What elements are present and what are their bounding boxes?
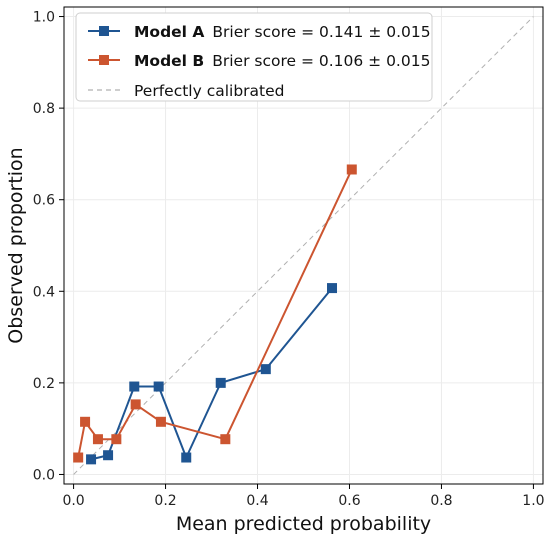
legend-box	[75, 12, 433, 102]
series-model-b	[73, 164, 357, 463]
x-tick-label: 0.0	[62, 493, 84, 509]
data-point	[260, 364, 271, 375]
x-tick-label: 0.8	[430, 493, 452, 509]
data-point	[220, 434, 231, 445]
data-point	[346, 164, 357, 175]
y-tick-label: 0.2	[33, 376, 55, 392]
legend-model-b-name: Model B	[134, 52, 204, 70]
data-point	[155, 416, 166, 427]
perfectly-calibrated-line	[73, 16, 534, 475]
data-point	[73, 452, 84, 463]
x-tick-label: 0.2	[154, 493, 176, 509]
legend-model-b-marker	[99, 55, 109, 65]
x-axis-label: Mean predicted probability	[176, 513, 431, 535]
y-tick-label: 1.0	[33, 10, 55, 26]
data-point	[215, 377, 226, 388]
legend-model-a-marker	[99, 26, 109, 36]
y-axis-label: Observed proportion	[5, 147, 27, 343]
y-tick-label: 0.8	[33, 101, 55, 117]
data-point	[111, 434, 122, 445]
data-point	[80, 416, 91, 427]
y-tick-label: 0.6	[33, 193, 55, 209]
data-point	[103, 450, 114, 461]
legend-reference-name: Perfectly calibrated	[134, 82, 285, 100]
data-point	[181, 452, 192, 463]
data-point	[153, 381, 164, 392]
ticks: 0.0 0.2 0.4 0.6 0.8 1.0 0.0 0.2 0.4 0.6 0.8 1.0	[33, 10, 545, 509]
x-tick-label: 1.0	[522, 493, 544, 509]
y-tick-label: 0.0	[33, 467, 55, 483]
series-group	[73, 164, 357, 465]
legend: Model A Brier score = 0.141 ± 0.015 Mode…	[75, 12, 433, 102]
plot-frame	[63, 6, 544, 485]
y-tick-label: 0.4	[33, 284, 55, 300]
data-point	[92, 434, 103, 445]
legend-model-a-name: Model A	[134, 23, 204, 41]
data-point	[129, 381, 140, 392]
series-model-a	[86, 283, 338, 465]
data-point	[130, 399, 141, 410]
data-point	[327, 283, 338, 294]
series-line	[90, 287, 333, 461]
x-tick-label: 0.4	[246, 493, 268, 509]
x-tick-label: 0.6	[338, 493, 360, 509]
legend-model-a-brier: Brier score = 0.141 ± 0.015	[212, 23, 430, 41]
data-point	[86, 454, 97, 465]
legend-model-b-brier: Brier score = 0.106 ± 0.015	[212, 52, 430, 70]
